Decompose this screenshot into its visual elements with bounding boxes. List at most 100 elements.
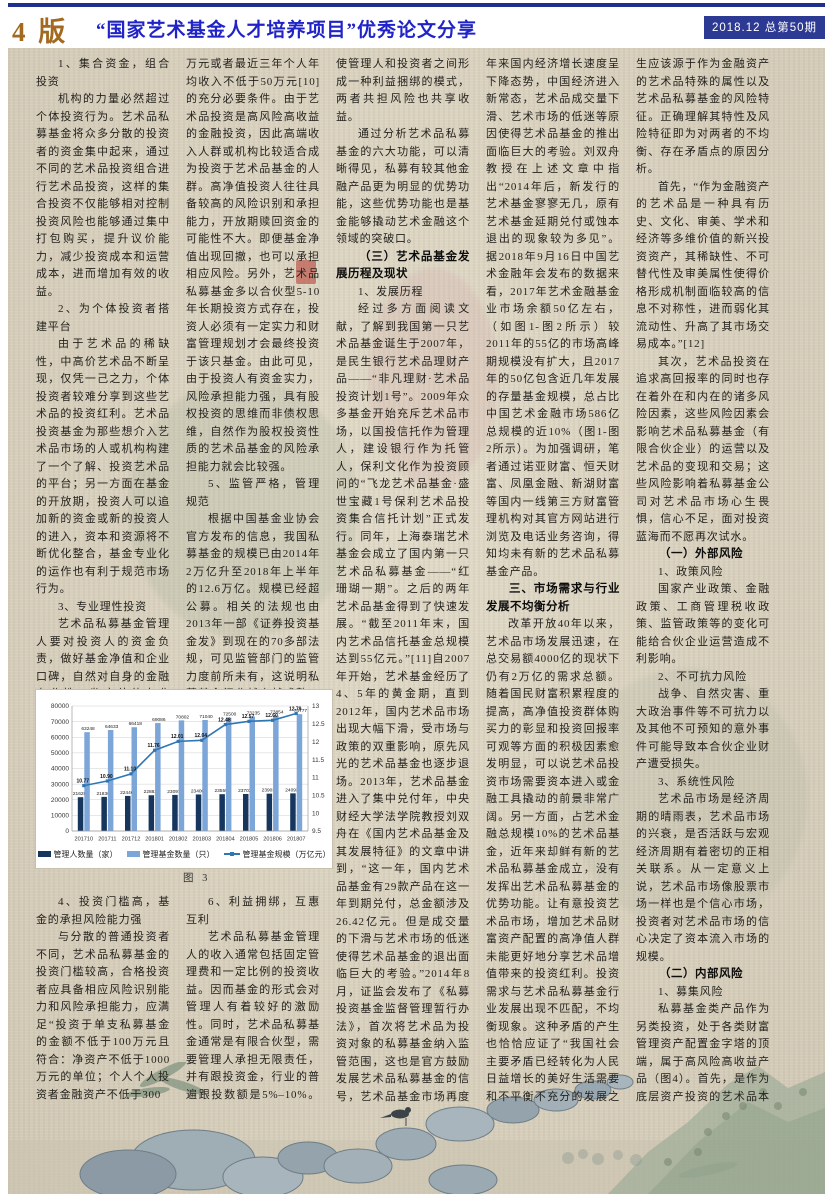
header-rule — [8, 3, 825, 7]
svg-text:74777: 74777 — [294, 708, 308, 714]
chart-figure-3: 0 10000 20000 30000 40000 50000 60000 70000 8000… — [36, 690, 332, 868]
paragraph: 改革开放40年以来，艺术品市场发展迅速，在总交易额4000亿的现状下仍有2万亿的… — [486, 618, 620, 1103]
section-heading: （三）艺术品基金发展历程及现状 — [336, 250, 470, 281]
paragraph: 2、不可抗力风险 — [658, 670, 747, 683]
svg-text:201807: 201807 — [287, 837, 306, 843]
paragraph: 4、投资门槛高，基金的承担风险能力强 — [36, 896, 170, 926]
svg-text:0: 0 — [65, 828, 69, 835]
legend-label: 管理基金数量（只） — [142, 849, 215, 859]
paragraph: 1、募集风险 — [658, 985, 724, 998]
svg-text:10.90: 10.90 — [100, 774, 113, 780]
svg-text:201712: 201712 — [122, 837, 141, 843]
legend-swatch-light — [126, 851, 140, 857]
svg-text:70802: 70802 — [176, 714, 190, 720]
svg-text:12.04: 12.04 — [195, 733, 208, 739]
ink-painting-artwork — [8, 1062, 825, 1194]
paragraph: 通过分析艺术品私募基金的六大功能，可以清晰得见，私募有较其他金融产品更为明显的优… — [336, 128, 470, 245]
svg-text:23400: 23400 — [191, 788, 205, 794]
text-column-5: 生应该源于作为金融资产的艺术品特殊的属性以及艺术品私募基金的风险特征。正确理解其… — [636, 56, 770, 1106]
svg-text:72500: 72500 — [223, 712, 237, 718]
paragraph: 5、监管严格，管理规范 — [186, 478, 320, 508]
svg-text:50000: 50000 — [51, 750, 69, 757]
plum-blossom-watermark — [368, 268, 498, 488]
svg-text:22446: 22446 — [120, 790, 134, 796]
paper: 1、集合资金，组合投资 机构的力量必然超过个体投资行为。艺术品私募基金将众多分散的… — [8, 48, 825, 1194]
paragraph: 生应该源于作为金融资产的艺术品特殊的属性以及艺术品私募基金的风险特征。正确理解其… — [636, 58, 770, 175]
svg-text:23559: 23559 — [214, 788, 228, 794]
paragraph: 6、利益拥绑，互惠互利 — [186, 896, 320, 926]
svg-text:70000: 70000 — [51, 719, 69, 726]
svg-text:71040: 71040 — [199, 714, 213, 720]
seal-stamp-icon — [296, 260, 316, 284]
svg-text:12.01: 12.01 — [171, 734, 184, 740]
legend-swatch-line — [223, 851, 240, 857]
hill-watermark — [568, 668, 808, 928]
svg-text:201711: 201711 — [98, 837, 116, 843]
column-2-lower: 6、利益拥绑，互惠互利 艺术品私募基金管理人的收入通常包括固定管理费和一定比例的投… — [186, 894, 320, 1106]
svg-text:11.10: 11.10 — [124, 767, 136, 773]
svg-text:201803: 201803 — [192, 837, 211, 843]
figure-caption: 图 3 — [183, 873, 211, 884]
paragraph: 其次，艺术品投资在追求高回报率的同时也存在着外在和内在的诸多风险因素，这些风险因… — [636, 355, 770, 543]
paragraph: 1、政策风险 — [658, 565, 724, 578]
text-column-1: 1、集合资金，组合投资 机构的力量必然超过个体投资行为。艺术品私募基金将众多分散的… — [36, 56, 170, 1106]
paragraph: 万元或者最近三年个人年均收入不低于50万元[10]的充分必要条件。由于艺术品投资… — [186, 58, 320, 473]
svg-text:12.5: 12.5 — [312, 721, 325, 728]
svg-text:22883: 22883 — [144, 789, 158, 795]
svg-text:11.76: 11.76 — [147, 743, 159, 749]
svg-text:12.60: 12.60 — [265, 713, 278, 719]
column-2-upper: 万元或者最近三年个人年均收入不低于50万元[10]的充分必要条件。由于艺术品投资… — [186, 56, 320, 698]
svg-text:12: 12 — [312, 739, 320, 746]
svg-text:23097: 23097 — [167, 789, 181, 795]
issue-badge: 2018.12 总第50期 — [703, 16, 825, 39]
legend-item-scale: 管理基金规模（万亿元） — [223, 849, 331, 860]
svg-text:10000: 10000 — [51, 813, 69, 820]
svg-text:9.5: 9.5 — [312, 828, 321, 835]
svg-text:23703: 23703 — [238, 788, 252, 794]
svg-text:66418: 66418 — [129, 721, 143, 727]
jade-artwork-watermark — [128, 378, 358, 638]
svg-text:40000: 40000 — [51, 766, 69, 773]
svg-text:30000: 30000 — [51, 781, 69, 788]
paragraph: 根据中国基金业协会官方发布的信息，我国私募基金的规模已由2014年2万亿升至20… — [186, 513, 320, 698]
section-heading: 三、市场需求与行业发展不均衡分析 — [486, 583, 620, 613]
svg-text:201802: 201802 — [169, 837, 188, 843]
paragraph: 与分散的普通投资者不同，艺术品私募基金的投资门槛较高，合格投资者应具备相应风险识… — [36, 931, 170, 1101]
svg-text:73854: 73854 — [270, 710, 284, 716]
svg-text:73235: 73235 — [247, 711, 261, 717]
paragraph: 国家产业政策、金融政策、工商管理税收政策、监管政策等的变化可能给合伙企业运营造成… — [636, 583, 770, 665]
svg-text:201801: 201801 — [145, 837, 164, 843]
svg-text:64633: 64633 — [105, 724, 119, 730]
column-1-upper: 1、集合资金，组合投资 机构的力量必然超过个体投资行为。艺术品私募基金将众多分散的… — [36, 56, 170, 698]
paragraph: 首先，“作为金融资产的艺术品是一种具有历史、文化、审美、学术和经济等多维价值的新… — [636, 180, 770, 351]
article-body: 1、集合资金，组合投资 机构的力量必然超过个体投资行为。艺术品私募基金将众多分散的… — [36, 56, 796, 1106]
paragraph: 机构的力量必然超过个体投资行为。艺术品私募基金将众多分散的投资者的资金集中起来，… — [36, 93, 170, 298]
paragraph: 战争、自然灾害、重大政治事件等不可抗力以及其他不可预知的意外事件可能导致本合伙企… — [636, 688, 770, 770]
svg-text:20000: 20000 — [51, 797, 69, 804]
mountain-artwork — [608, 1066, 825, 1194]
paragraph: 由于艺术品的稀缺性，中高价艺术品不断呈现，仅凭一己之力，个体投资者较难分享到这些… — [36, 338, 170, 595]
paragraph: 艺术品市场是经济周期的晴雨表，艺术品市场的兴衰，是否活跃与宏观经济周期有着密切的… — [636, 793, 770, 963]
svg-text:23903: 23903 — [262, 788, 276, 794]
column-1-lower: 4、投资门槛高，基金的承担风险能力强与分散的普通投资者不同，艺术品私募基金的投资… — [36, 894, 170, 1106]
svg-text:60000: 60000 — [51, 734, 69, 741]
page-header: 4 版 “国家艺术基金人才培养项目”优秀论文分享 2018.12 总第50期 — [0, 0, 833, 48]
paragraph: 艺术品私募基金管理人要对投资人的资金负责，做好基金净值和企业口碑，自然对自身的金… — [36, 618, 170, 698]
text-column-2: 万元或者最近三年个人年均收入不低于50万元[10]的充分必要条件。由于艺术品投资… — [186, 56, 320, 1106]
text-column-3: 使管理人和投资者之间形成一种利益捆绑的模式，两者共担风险也共享收益。 通过分析艺术… — [336, 56, 470, 1106]
svg-text:21836: 21836 — [96, 791, 110, 797]
svg-text:21628: 21628 — [73, 791, 87, 797]
svg-text:63248: 63248 — [81, 726, 95, 732]
svg-text:12.57: 12.57 — [242, 714, 255, 720]
svg-text:11.5: 11.5 — [312, 757, 325, 764]
svg-text:80000: 80000 — [51, 703, 69, 710]
svg-text:201804: 201804 — [216, 837, 235, 843]
text-column-4: 年来国内经济增长速度呈下降态势，中国经济进入新常态，艺术品成交量下滑、艺术市场的… — [486, 56, 620, 1106]
page-number-label: 4 版 — [12, 17, 69, 47]
svg-text:12.48: 12.48 — [218, 717, 231, 723]
paragraph: 1、发展历程 — [358, 285, 424, 298]
section-heading: （二）内部风险 — [659, 968, 743, 980]
svg-text:201806: 201806 — [263, 837, 282, 843]
svg-text:24093: 24093 — [285, 787, 299, 793]
